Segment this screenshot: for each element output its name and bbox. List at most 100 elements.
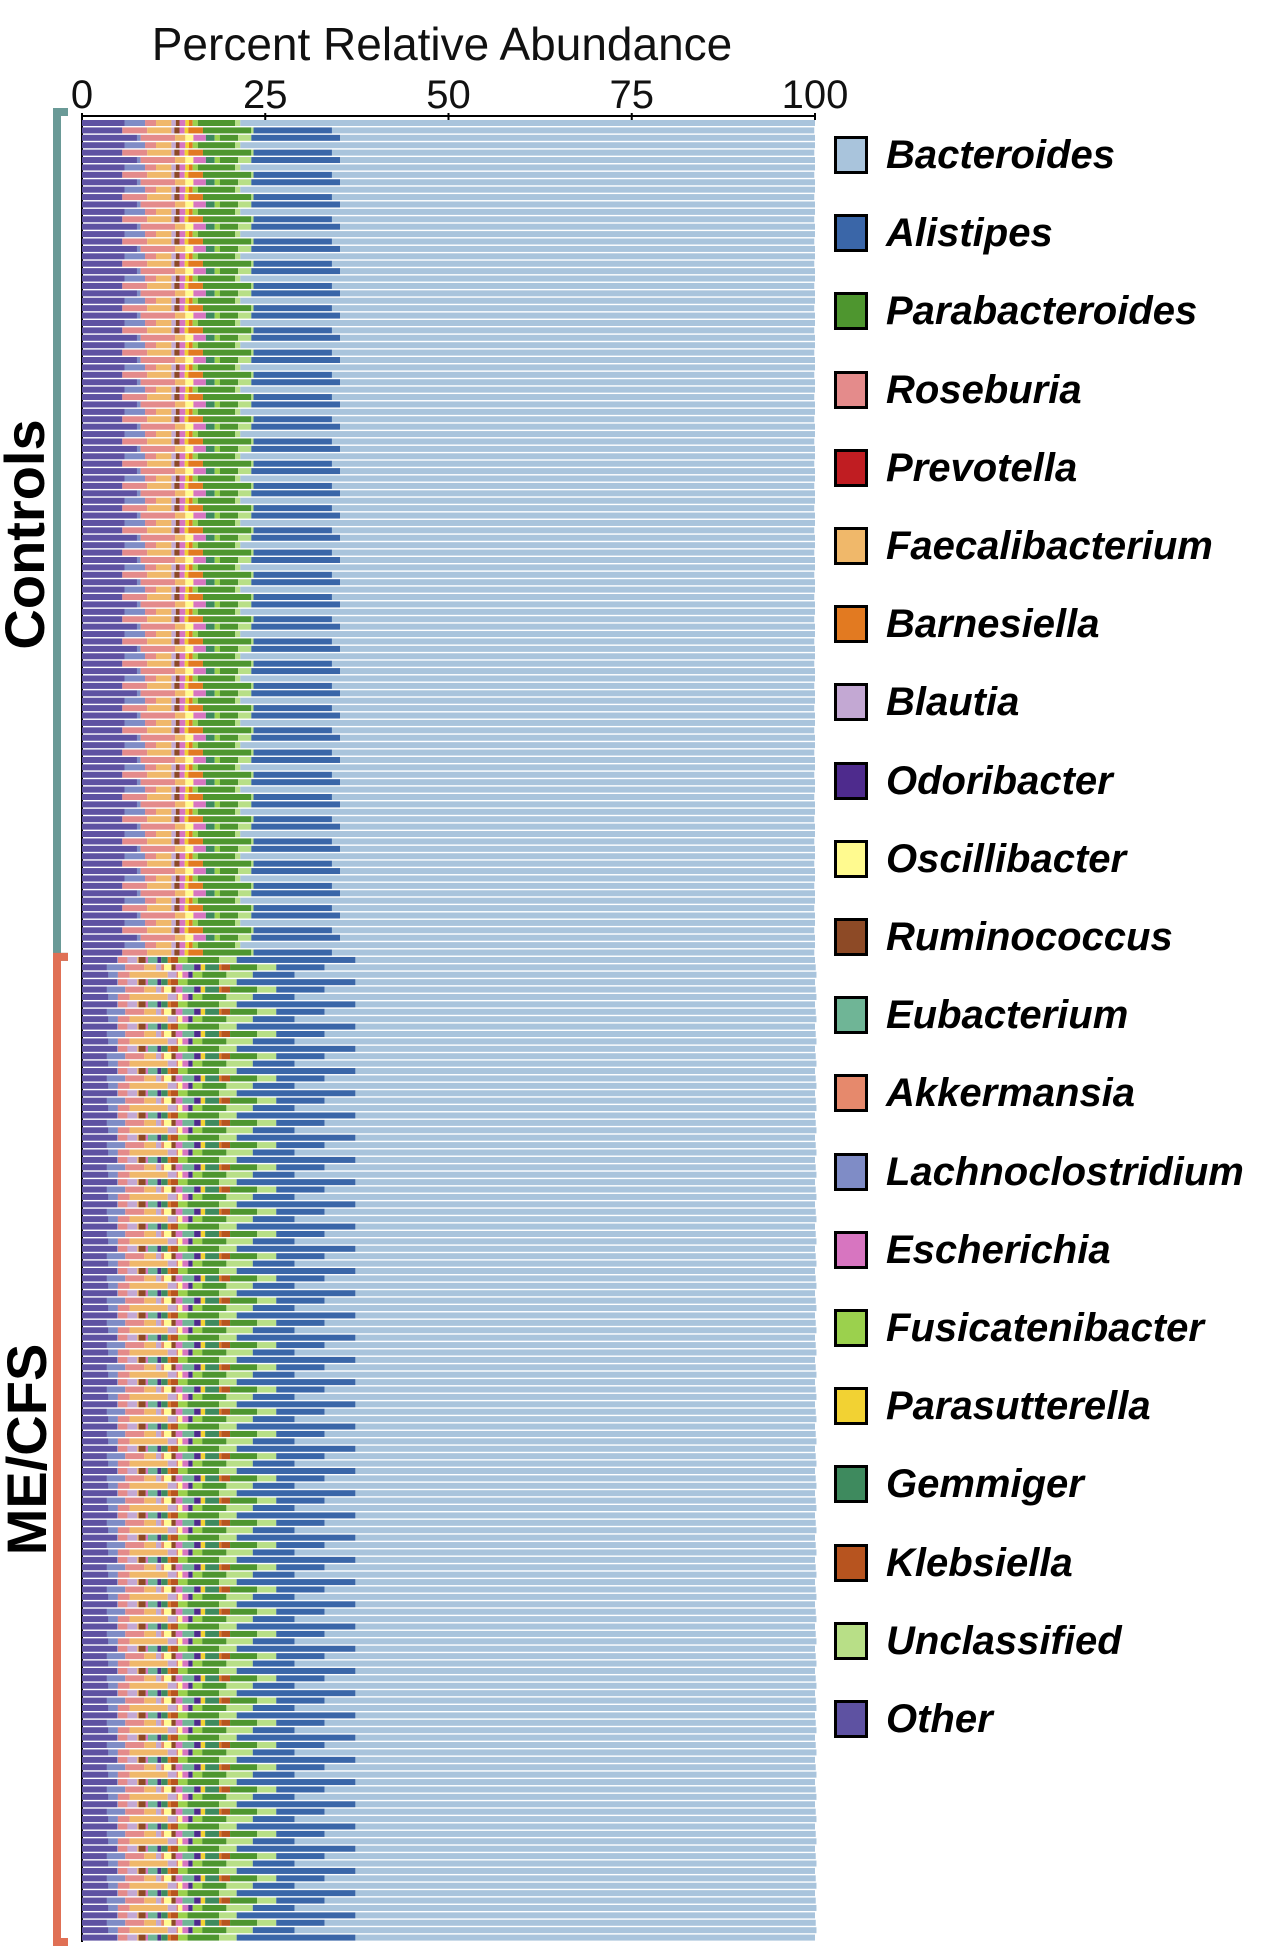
bar-segment-faecalibacterium <box>175 579 186 586</box>
bar-segment-ruminococcus <box>175 297 180 304</box>
bar-segment-alistipes <box>252 1505 295 1512</box>
bar-segment-escherichia <box>179 282 185 289</box>
bar-segment-gemmiger <box>205 1119 220 1126</box>
bar-segment-blautia <box>171 653 176 660</box>
bar-segment-blautia <box>171 571 175 578</box>
bar-segment-blautia <box>127 1867 137 1874</box>
bar-segment-other <box>82 1653 107 1660</box>
bar-segment-escherichia <box>193 379 206 386</box>
bar-segment-roseburia <box>145 431 157 438</box>
bar-segment-other <box>82 1097 107 1104</box>
bar-segment-parabacteroides <box>219 645 239 652</box>
bar-segment-parabacteroides <box>219 268 239 275</box>
bar-segment-blautia <box>171 638 175 645</box>
bar-segment-unclassified <box>226 1038 253 1045</box>
bar-segment-barnesiella <box>167 1023 171 1030</box>
bar-segment-other <box>82 1282 109 1289</box>
bar-segment-blautia <box>127 1223 137 1230</box>
bar-segment-other <box>82 527 123 534</box>
bar-segment-other <box>82 297 125 304</box>
bar-segment-fusicatenibacter <box>214 601 220 608</box>
bar-segment-akkermansia <box>136 1512 138 1519</box>
bar-segment-lachnoclostridium <box>136 668 141 675</box>
bar-segment-eubacterium <box>182 1719 195 1726</box>
bar-segment-parasutterella <box>200 1564 206 1571</box>
bar-segment-parasutterella <box>185 208 190 215</box>
bar-segment-bacteroides <box>240 386 815 393</box>
bar-segment-oscillibacter <box>178 993 183 1000</box>
bar-segment-bacteroides <box>294 1105 817 1112</box>
bar-segment-other <box>82 1801 118 1808</box>
bar-segment-lachnoclostridium <box>117 956 118 963</box>
bar-segment-faecalibacterium <box>147 260 172 267</box>
bar-segment-odoribacter <box>188 1349 193 1356</box>
bar-segment-odoribacter <box>194 1719 201 1726</box>
bar-segment-fusicatenibacter <box>192 542 198 549</box>
bar-segment-other <box>82 1416 109 1423</box>
bar-segment-fusicatenibacter <box>192 1505 203 1512</box>
bar-segment-klebsiella <box>221 1408 231 1415</box>
bar-segment-barnesiella <box>219 1919 222 1926</box>
bar-segment-escherichia <box>179 860 185 867</box>
bar-segment-escherichia <box>145 1534 148 1541</box>
bar-segment-parabacteroides <box>202 927 252 934</box>
bar-segment-oscillibacter <box>137 1912 139 1919</box>
bar-segment-blautia <box>167 1105 177 1112</box>
bar-segment-faecalibacterium <box>156 742 172 749</box>
bar-segment-odoribacter <box>157 956 162 963</box>
bar-segment-parabacteroides <box>202 1193 227 1200</box>
bar-segment-ruminococcus <box>174 793 180 800</box>
bar-segment-lachnoclostridium <box>124 697 146 704</box>
bar-segment-akkermansia <box>136 1912 138 1919</box>
bar-segment-barnesiella <box>189 564 193 571</box>
bar-segment-faecalibacterium <box>175 690 186 697</box>
bar-segment-alistipes <box>252 1527 295 1534</box>
bar-segment-gemmiger <box>161 1090 168 1097</box>
bar-segment-unclassified <box>257 964 277 971</box>
bar-segment-fusicatenibacter <box>214 157 220 164</box>
bar-segment-parabacteroides <box>230 1742 258 1749</box>
bar-segment-parabacteroides <box>219 912 239 919</box>
bar-segment-escherichia <box>193 823 206 830</box>
bar-segment-escherichia <box>179 808 186 815</box>
bar-segment-fusicatenibacter <box>192 231 198 238</box>
bar-segment-lachnoclostridium <box>108 1727 118 1734</box>
bar-segment-other <box>82 934 137 941</box>
bar-segment-gemmiger <box>161 1801 168 1808</box>
bar-segment-eubacterium <box>147 1845 158 1852</box>
bar-segment-other <box>82 216 123 223</box>
bar-segment-other <box>82 1527 109 1534</box>
bar-segment-parabacteroides <box>202 993 227 1000</box>
bar-segment-unclassified <box>251 260 254 267</box>
bar-segment-klebsiella <box>170 1023 179 1030</box>
bar-segment-ruminococcus <box>171 1031 176 1038</box>
bar-segment-roseburia <box>140 290 176 297</box>
bar-segment-barnesiella <box>188 949 203 956</box>
bar-segment-parabacteroides <box>197 475 236 482</box>
bar-segment-klebsiella <box>170 1667 179 1674</box>
bar-segment-unclassified <box>257 986 277 993</box>
bar-segment-alistipes <box>276 1542 325 1549</box>
bar-segment-barnesiella <box>219 1830 222 1837</box>
bar-segment-gemmiger <box>161 1334 168 1341</box>
bar-segment-bacteroides <box>324 1697 816 1704</box>
bar-segment-alistipes <box>276 1786 325 1793</box>
bar-segment-parabacteroides <box>202 1416 227 1423</box>
bar-segment-klebsiella <box>221 1830 231 1837</box>
bar-segment-oscillibacter <box>164 1430 172 1437</box>
bar-segment-alistipes <box>251 556 341 563</box>
bar-segment-alistipes <box>251 756 341 763</box>
bar-segment-fusicatenibacter <box>214 334 220 341</box>
bar-segment-blautia <box>171 942 176 949</box>
bar-segment-roseburia <box>145 275 157 282</box>
bar-segment-ruminococcus <box>138 1645 146 1652</box>
bar-segment-odoribacter <box>157 1268 162 1275</box>
bar-segment-escherichia <box>182 1416 189 1423</box>
bar-segment-roseburia <box>125 1608 145 1615</box>
bar-segment-fusicatenibacter <box>178 1023 188 1030</box>
bar-segment-klebsiella <box>170 1623 179 1630</box>
bar-segment-gemmiger <box>205 1297 220 1304</box>
bar-segment-bacteroides <box>331 682 815 689</box>
legend-swatch <box>834 136 868 174</box>
bar-segment-blautia <box>127 1556 137 1563</box>
